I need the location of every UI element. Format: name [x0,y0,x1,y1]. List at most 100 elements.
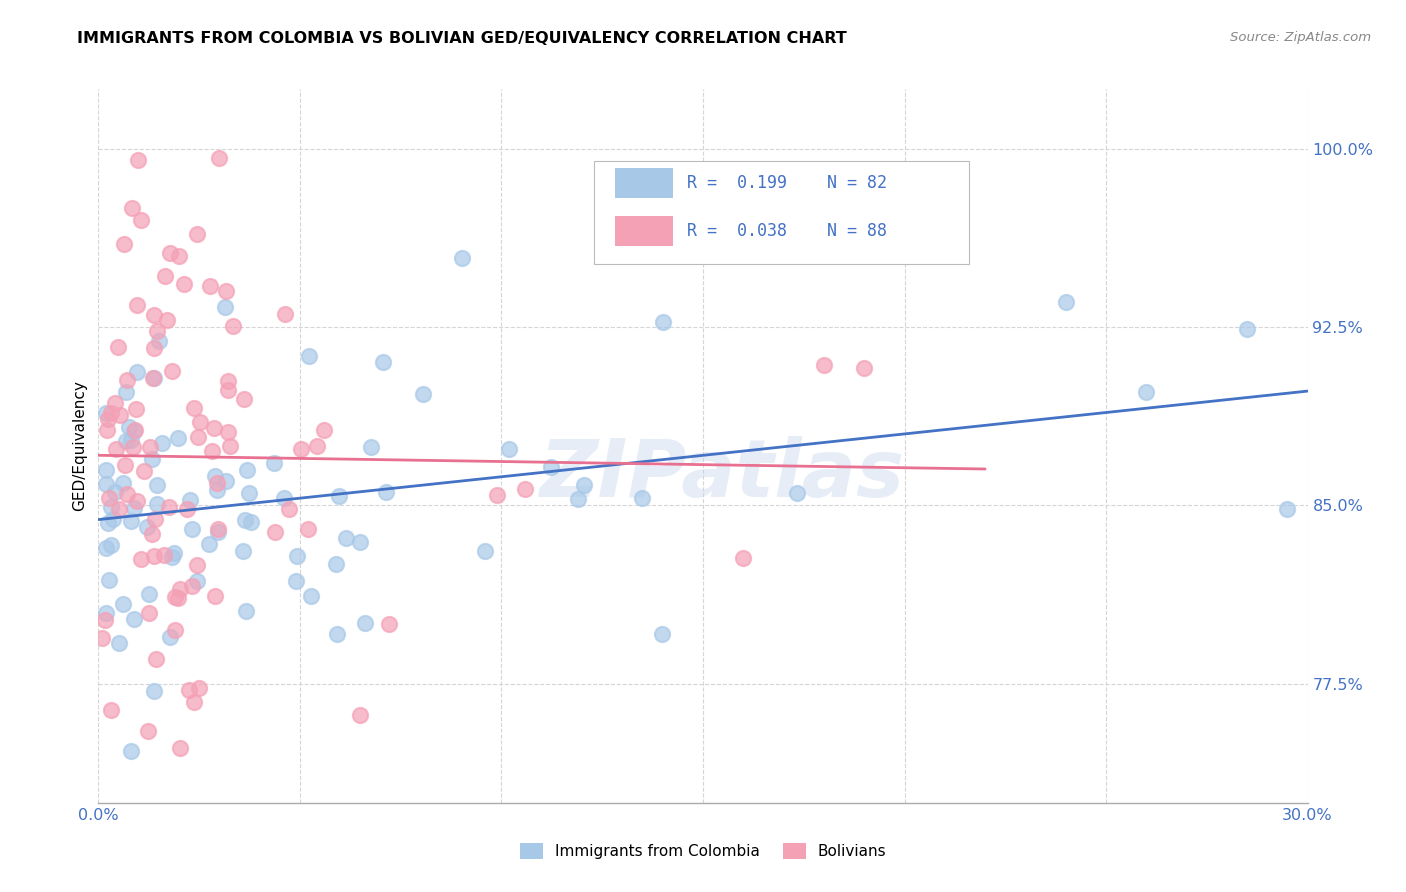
Bar [614,169,673,198]
Point [222,318,245,333]
Point [179,683,201,698]
Point [371,355,394,369]
Point [125,365,148,379]
Point [167,249,190,263]
Point [412,387,434,401]
Point [97,412,120,426]
Point [263,456,285,470]
Point [143,549,166,563]
Point [572,478,595,492]
Point [97,491,120,505]
Point [98,573,121,587]
Text: Source: ZipAtlas.com: Source: ZipAtlas.com [1230,31,1371,45]
Point [142,370,165,384]
Point [305,439,328,453]
Point [786,485,808,500]
Point [107,502,129,516]
Point [312,423,335,437]
Text: R =  0.199    N = 82: R = 0.199 N = 82 [688,175,887,193]
Point [162,364,184,378]
Point [96,541,118,555]
Point [122,500,145,515]
Point [129,551,152,566]
Point [198,278,221,293]
Point [169,582,191,596]
Point [188,415,211,429]
Point [127,298,149,312]
Text: ZIPatlas: ZIPatlas [538,435,904,514]
Legend: Immigrants from Colombia, Bolivians: Immigrants from Colombia, Bolivians [520,844,886,859]
Point [129,213,152,227]
Point [138,440,160,454]
Point [159,630,181,644]
Point [125,402,148,417]
Point [143,512,166,526]
Point [205,483,228,497]
Point [186,574,208,588]
Point [219,439,242,453]
Point [285,549,308,563]
Point [114,458,136,472]
Point [207,522,229,536]
Point [187,430,209,444]
Point [124,424,146,438]
Point [163,623,186,637]
Point [136,724,159,739]
Bar [614,216,673,246]
Point [515,483,537,497]
Point [103,512,125,526]
Point [181,522,204,536]
Point [143,371,166,385]
Point [326,626,349,640]
Point [176,502,198,516]
Point [235,604,257,618]
Point [183,401,205,415]
Point [166,431,188,445]
Point [328,489,350,503]
Point [205,476,228,491]
Point [498,442,520,456]
Point [120,744,142,758]
Point [278,502,301,516]
Point [96,406,118,420]
Point [114,434,136,449]
Point [378,617,401,632]
Point [297,522,319,536]
Point [108,408,131,422]
Point [290,442,312,457]
Point [141,526,163,541]
Text: R =  0.038    N = 88: R = 0.038 N = 88 [688,222,887,240]
Point [153,548,176,562]
Point [145,324,167,338]
Point [183,695,205,709]
Point [112,236,135,251]
Point [120,433,142,447]
Point [197,537,219,551]
Point [651,627,673,641]
Point [111,598,134,612]
Point [91,631,114,645]
Point [215,285,238,299]
FancyBboxPatch shape [595,161,969,264]
Point [375,484,398,499]
Point [93,613,115,627]
Point [97,516,120,530]
Point [186,558,208,572]
Point [160,549,183,564]
Point [145,652,167,666]
Point [273,307,295,321]
Point [96,463,118,477]
Point [733,550,755,565]
Point [235,463,257,477]
Point [104,396,127,410]
Point [325,558,347,572]
Point [652,315,675,329]
Point [217,383,239,397]
Point [813,358,835,372]
Point [111,475,134,490]
Point [146,497,169,511]
Point [299,589,322,603]
Point [630,491,652,506]
Point [166,591,188,606]
Point [125,494,148,508]
